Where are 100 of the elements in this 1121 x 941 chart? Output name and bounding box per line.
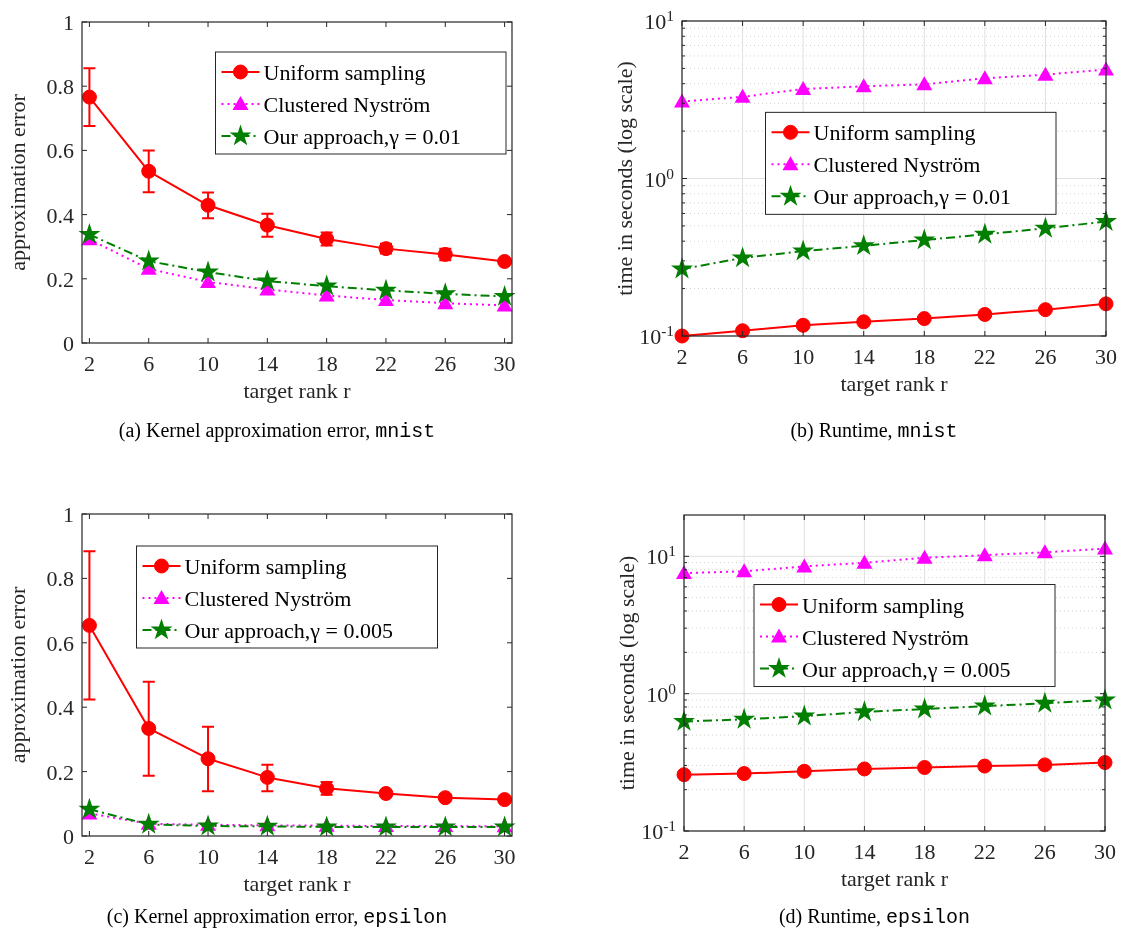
point (1033, 691, 1056, 713)
point (200, 274, 217, 289)
y-tick-label: 0.8 (46, 566, 74, 592)
x-tick-label: 10 (792, 344, 815, 369)
y-axis-title: time in seconds (log scale) (614, 555, 639, 791)
text: (d) Runtime, epsilon (778, 905, 971, 929)
y-axis-title: time in seconds (log scale) (612, 61, 637, 296)
x-tick-label: 26 (1033, 839, 1056, 864)
x-tick-label: 18 (913, 839, 936, 864)
point (736, 766, 752, 782)
x-axis-title: target rank r (840, 371, 949, 396)
point (916, 311, 932, 327)
x-tick-label: 30 (1095, 344, 1117, 369)
point (731, 246, 754, 268)
point (256, 269, 279, 291)
y-axis-title: approximation error (5, 93, 30, 271)
point (1036, 544, 1053, 559)
x-tick-label: 22 (973, 344, 996, 369)
point (734, 88, 751, 103)
point (977, 758, 993, 774)
point (853, 700, 876, 722)
point (197, 260, 220, 282)
point (795, 81, 812, 96)
legend-label: Clustered Nyström (263, 92, 431, 117)
x-tick-label: 22 (973, 839, 996, 864)
y-tick-label: 1 (63, 502, 74, 527)
point (141, 720, 157, 736)
y-tick-label: 0 (63, 824, 74, 849)
y-tick-label: 10$^{-1}$ (641, 816, 676, 844)
x-tick-label: 2 (678, 839, 690, 864)
point (1037, 66, 1054, 81)
point (852, 234, 875, 256)
y-tick-label: 10$^{0}$ (646, 679, 677, 707)
y-axis-title: approximation error (5, 586, 30, 764)
x-tick-label: 22 (374, 351, 397, 376)
legend-label: Our approach,γ = 0.01 (263, 124, 461, 149)
point (916, 76, 933, 91)
x-tick-label: 26 (434, 844, 457, 869)
point (315, 274, 338, 296)
point (78, 222, 101, 244)
y-tick-label: 0.2 (46, 759, 74, 785)
legend-label: Uniform sampling (263, 60, 426, 85)
x-tick-label: 18 (315, 844, 338, 869)
legend-label: Uniform sampling (802, 592, 964, 618)
y-tick-label: 10$^{1}$ (644, 6, 674, 34)
point (977, 306, 993, 322)
point (917, 760, 933, 775)
text: (b) Runtime, mnist (790, 419, 958, 443)
y-tick-label: 10$^{1}$ (646, 541, 676, 570)
y-tick-label: 10$^{0}$ (644, 164, 675, 192)
point (793, 704, 816, 726)
point (856, 314, 872, 330)
point (792, 239, 815, 261)
point (736, 563, 753, 578)
point (916, 549, 933, 564)
legend-label: Our approach,γ = 0.01 (813, 184, 1011, 210)
legend-label: Clustered Nyström (802, 624, 969, 650)
x-tick-label: 14 (852, 344, 875, 369)
x-tick-label: 2 (676, 344, 688, 369)
y-tick-label: 0.4 (46, 695, 74, 721)
legend-label: Uniform sampling (184, 554, 347, 579)
point (1037, 302, 1053, 318)
x-tick-label: 2 (83, 844, 95, 869)
x-tick-label: 10 (197, 844, 220, 869)
point (855, 78, 872, 93)
y-tick-label: 1 (63, 10, 74, 35)
point (733, 707, 756, 729)
x-tick-label: 14 (853, 839, 876, 864)
point (197, 814, 220, 836)
x-tick-label: 6 (738, 839, 750, 864)
x-tick-label: 18 (315, 351, 338, 376)
x-tick-label: 26 (1034, 344, 1057, 369)
legend-label: Clustered Nyström (184, 586, 352, 611)
y-tick-label: 0 (63, 331, 74, 356)
y-tick-label: 10$^{-1}$ (639, 321, 674, 349)
point (976, 547, 993, 562)
point (137, 249, 160, 271)
legend-label: Clustered Nyström (813, 152, 981, 178)
text: (a) Kernel approximation error, mnist (118, 419, 436, 443)
x-tick-label: 18 (913, 344, 936, 369)
point (973, 222, 996, 244)
x-tick-label: 10 (793, 839, 816, 864)
point (259, 769, 275, 785)
x-axis-title: target rank r (243, 378, 352, 403)
point (1034, 216, 1057, 238)
point (493, 284, 516, 306)
text: (c) Kernel approximation error, epsilon (106, 905, 448, 929)
x-tick-label: 26 (434, 351, 457, 376)
point (973, 694, 996, 716)
point (1037, 757, 1053, 773)
point (913, 228, 936, 250)
x-tick-label: 6 (737, 344, 749, 369)
x-tick-label: 14 (256, 351, 279, 376)
point (796, 763, 812, 779)
y-tick-label: 0.2 (46, 266, 74, 292)
x-tick-label: 30 (1094, 839, 1116, 864)
point (141, 163, 157, 179)
x-axis-title: target rank r (840, 866, 949, 891)
x-tick-label: 22 (374, 844, 397, 869)
point (434, 282, 457, 304)
